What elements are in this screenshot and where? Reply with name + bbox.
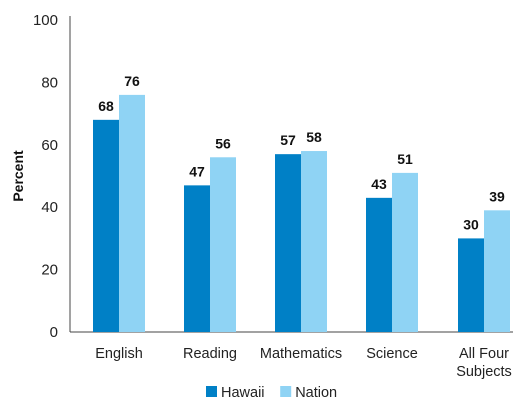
data-label: 76 — [124, 73, 140, 89]
x-category-label: English — [95, 346, 143, 362]
y-tick-label: 80 — [41, 74, 58, 91]
x-category-label: Mathematics — [260, 346, 342, 362]
bar-nation — [392, 172, 418, 332]
x-category-label-line: English — [95, 346, 143, 362]
y-tick-label: 40 — [41, 199, 58, 216]
data-label: 57 — [280, 132, 296, 148]
x-category-label: Science — [366, 346, 418, 362]
x-category-label: Reading — [183, 346, 237, 362]
data-label: 58 — [306, 129, 322, 145]
y-tick-label: 100 — [33, 12, 58, 29]
x-category-label-line: Subjects — [456, 364, 512, 380]
data-label: 56 — [215, 135, 231, 151]
data-label: 43 — [371, 176, 387, 192]
x-category-label: All Four Subjects — [456, 346, 512, 380]
x-category-label-line: Science — [366, 346, 418, 362]
bar-hawaii — [458, 238, 484, 332]
bar-nation — [484, 210, 510, 332]
data-label: 30 — [463, 216, 479, 232]
data-label: 47 — [189, 163, 205, 179]
bar-nation — [301, 151, 327, 332]
x-category-label-line: All Four — [459, 346, 509, 362]
legend-label: Nation — [295, 385, 337, 401]
y-axis-title: Percent — [10, 150, 26, 202]
y-tick-label: 60 — [41, 137, 58, 154]
y-tick-label: 0 — [50, 324, 58, 341]
x-category-label-line: Reading — [183, 346, 237, 362]
bar-nation — [119, 94, 145, 332]
x-category-label-line: Mathematics — [260, 346, 342, 362]
data-label: 51 — [397, 151, 413, 167]
bar-nation — [210, 157, 236, 332]
bar-hawaii — [184, 185, 210, 332]
bar-hawaii — [93, 119, 119, 332]
data-label: 68 — [98, 98, 114, 114]
legend-swatch — [280, 386, 292, 397]
y-tick-label: 20 — [41, 262, 58, 279]
bar-hawaii — [366, 197, 392, 332]
bar-hawaii — [275, 154, 301, 332]
legend-swatch — [206, 386, 217, 397]
legend-label: Hawaii — [221, 385, 265, 401]
data-label: 39 — [489, 188, 505, 204]
